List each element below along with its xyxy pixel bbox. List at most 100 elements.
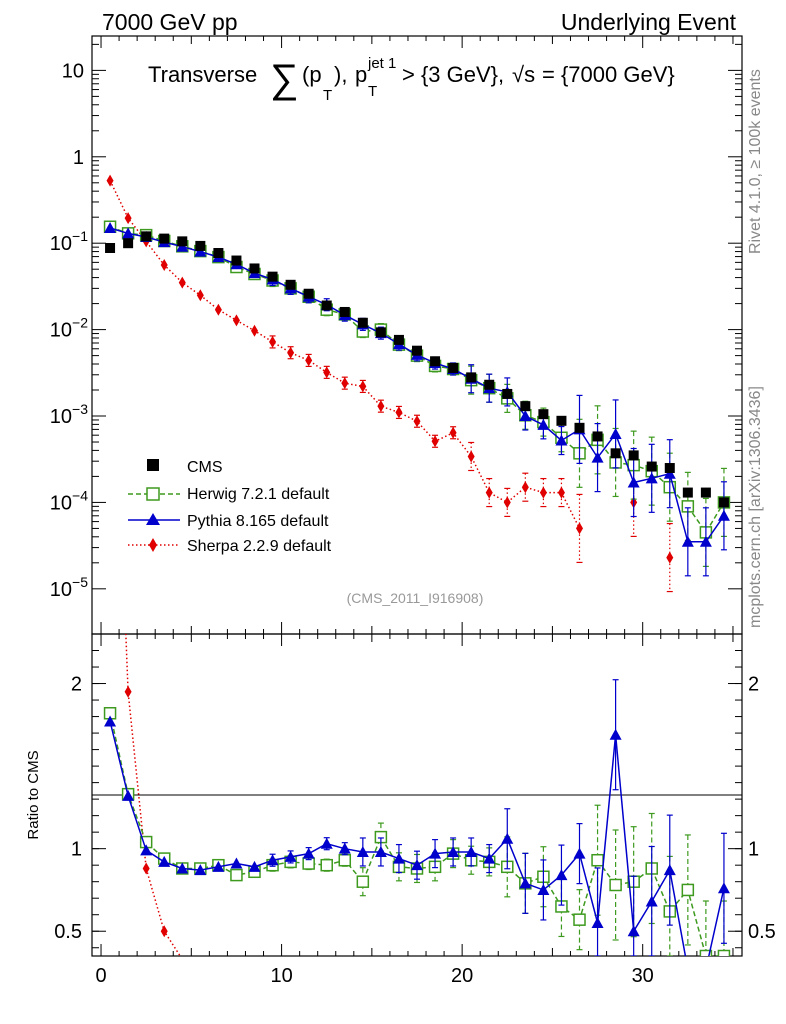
ratio-pythia-point [320, 837, 333, 849]
ratio-ytick-label: 2 [71, 674, 82, 696]
main-cms-point [141, 231, 152, 242]
analysis-label: (CMS_2011_I916908) [347, 590, 484, 606]
ratio-pythia-point [212, 860, 225, 872]
main-sherpa-point [178, 276, 186, 289]
ratio-pythia-point [266, 854, 279, 866]
legend-cms-marker [147, 459, 159, 471]
ratio-pythia-point [447, 845, 460, 857]
ratio-sherpa-line [125, 634, 182, 956]
main-cms-point [520, 401, 531, 412]
main-cms-point [628, 450, 639, 461]
main-pythia-point [194, 245, 207, 257]
ratio-pythia-point [537, 883, 550, 895]
ratio-pythia-point [284, 850, 297, 862]
plot-title: Transverse ∑ (p T ), p jet 1 T > {3 GeV}… [148, 55, 675, 104]
main-cms-point [502, 388, 513, 399]
main-sherpa-point [576, 522, 583, 535]
title-cut: > {3 GeV}, [402, 62, 504, 87]
header-right: Underlying Event [561, 9, 737, 35]
ratio-xtick-label: 0 [95, 965, 106, 987]
main-series [103, 174, 731, 593]
ratio-pythia-point [176, 862, 189, 874]
main-sherpa-point [341, 377, 349, 390]
main-cms-point [682, 487, 693, 498]
main-cms-point [321, 300, 332, 311]
main-cms-point [303, 288, 314, 299]
ratio-xtick-label: 20 [451, 965, 473, 987]
ratio-herwig-point [609, 878, 622, 892]
main-cms-point [718, 497, 729, 508]
main-sherpa-point [557, 486, 565, 499]
title-pt: (p [302, 62, 322, 87]
ratio-ytick-label-right: 2 [748, 674, 759, 696]
ratio-pythia-point [591, 916, 604, 928]
ratio-pythia-point [627, 925, 640, 937]
main-cms-point [466, 372, 477, 383]
ratio-herwig-point [681, 883, 695, 897]
main-cms-point [249, 263, 260, 274]
ratio-pythia-point [194, 864, 207, 876]
main-ytick-label: 10−2 [50, 315, 88, 342]
main-cms-point [610, 448, 621, 459]
ratio-pythia-point [663, 864, 676, 876]
main-cms-point [556, 415, 567, 426]
main-sherpa-point [124, 212, 132, 225]
main-cms-point [267, 271, 278, 282]
ratio-ytick-label: 1 [71, 839, 82, 861]
ratio-pythia-point [302, 847, 315, 859]
main-sherpa-point [196, 289, 204, 302]
main-sherpa-point [503, 496, 511, 509]
main-cms-point [574, 422, 585, 433]
ratio-pythia-point [411, 859, 423, 871]
main-pythia-point [627, 476, 640, 488]
main-cms-point [700, 487, 711, 498]
ratio-pythia-point [140, 844, 153, 856]
ratio-herwig-point [338, 853, 352, 867]
main-cms-point [231, 255, 242, 266]
ratio-pythia-point [609, 728, 622, 740]
main-pythia-point [537, 418, 550, 430]
main-sherpa-point [269, 335, 277, 348]
main-cms-point [412, 345, 422, 356]
main-cms-point [592, 431, 603, 442]
ratio-pythia-point [338, 842, 351, 854]
title-close: ), [334, 62, 347, 87]
main-cms-point [213, 248, 224, 259]
ratio-pythia-point [555, 869, 568, 881]
ratio-pythia-point [158, 855, 171, 867]
ratio-sherpa-point [124, 685, 132, 698]
main-pythia-point [609, 427, 622, 439]
ratio-herwig-line [109, 713, 724, 956]
ratio-pythia-point [429, 847, 442, 859]
ratio-pythia-point [465, 845, 478, 857]
main-cms-point [285, 279, 296, 290]
main-pythia-point [645, 472, 658, 484]
ratio-pythia-point [104, 715, 117, 727]
header-left: 7000 GeV pp [102, 9, 238, 35]
main-cms-point [484, 379, 495, 390]
legend-herwig-label: Herwig 7.2.1 default [187, 486, 330, 503]
ratio-pythia-point [573, 847, 586, 859]
title-sigma: ∑ [270, 57, 299, 101]
main-cms-point [105, 242, 116, 253]
main-cms-point [177, 236, 188, 247]
title-energy: = {7000 GeV} [542, 62, 675, 87]
main-sherpa-point [467, 450, 475, 463]
main-cms-point [448, 362, 459, 373]
ratio-herwig-point [717, 949, 731, 956]
main-ytick-label: 10−3 [50, 401, 88, 428]
main-sherpa-point [395, 406, 403, 419]
main-sherpa-point [485, 486, 493, 499]
ratio-pythia-point [248, 860, 261, 872]
main-cms-point [646, 461, 657, 472]
main-pythia-point [591, 451, 604, 463]
ratio-pythia-point [374, 845, 387, 857]
ratio-ytick-label-right: 1 [748, 839, 759, 861]
ratio-herwig-point [699, 949, 713, 956]
main-ytick-label: 1 [73, 147, 84, 169]
main-sherpa-point [214, 303, 222, 316]
main-cms-point [538, 409, 549, 420]
ratio-pythia-point [230, 857, 243, 869]
main-sherpa-point [232, 314, 240, 327]
